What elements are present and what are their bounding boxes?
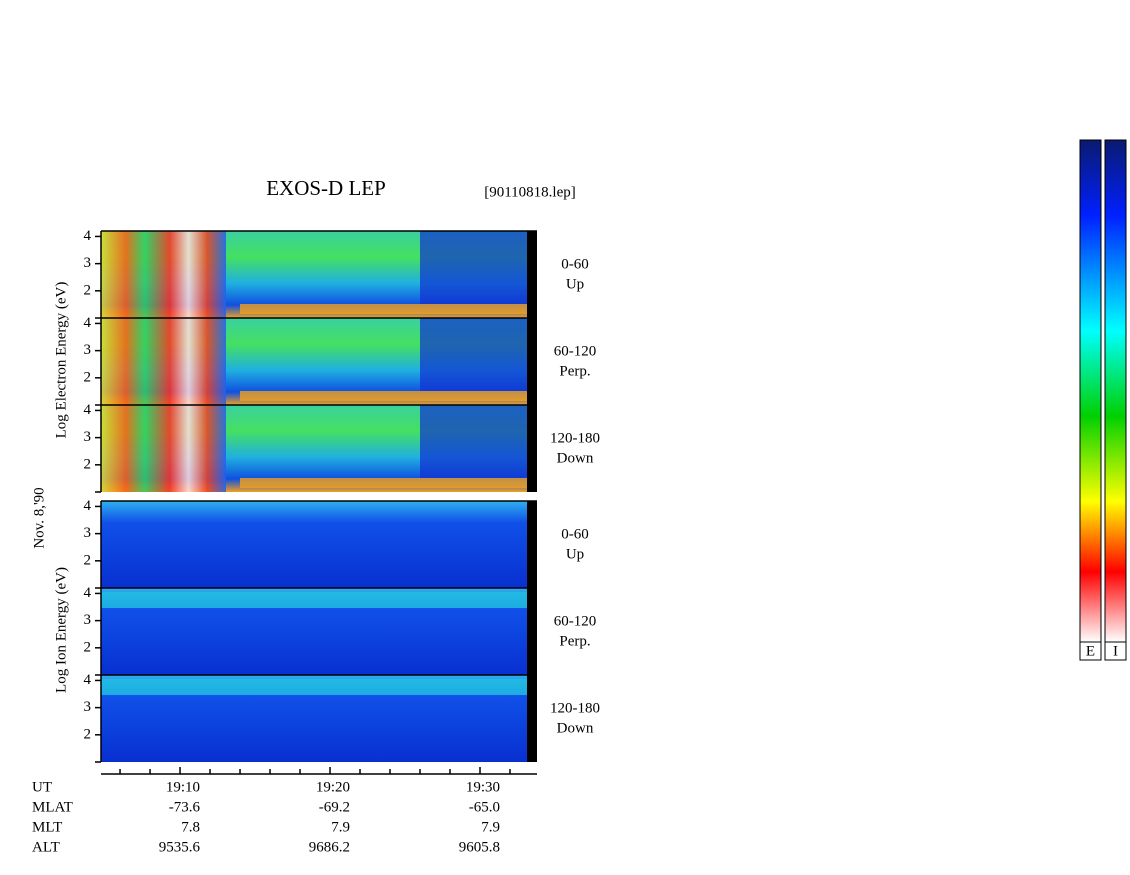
pitch-range: 60-120 (554, 343, 597, 359)
spectrogram (420, 318, 527, 391)
spectrogram (101, 231, 226, 318)
spectrogram (420, 405, 527, 478)
ephemeris-label: MLAT (32, 799, 73, 815)
y-tick-label: 4 (84, 672, 92, 688)
y-tick-label: 4 (84, 228, 92, 244)
pitch-range: 0-60 (561, 526, 589, 542)
y-tick-label: 2 (84, 456, 92, 472)
pitch-direction: Up (566, 276, 584, 292)
ephemeris-label: MLT (32, 819, 62, 835)
x-tick-label: 19:30 (466, 779, 500, 795)
ephemeris-value: -73.6 (169, 799, 201, 815)
pitch-direction: Perp. (559, 633, 590, 649)
y-tick-label: 3 (84, 525, 92, 541)
spectrogram (101, 501, 527, 588)
ephemeris-value: 9686.2 (309, 839, 350, 855)
spectrogram (420, 231, 527, 304)
x-tick-label: 19:20 (316, 779, 350, 795)
data-gap (527, 675, 537, 762)
spectrogram (240, 304, 527, 314)
data-gap (527, 318, 537, 405)
colorbar (1104, 139, 1127, 643)
ephemeris-value: 7.9 (481, 819, 500, 835)
ephemeris-label: ALT (32, 839, 60, 855)
y-tick-label: 4 (84, 402, 92, 418)
ephemeris-value: 9535.6 (159, 839, 201, 855)
pitch-direction: Down (557, 450, 594, 466)
x-tick-label: 19:10 (166, 779, 200, 795)
pitch-range: 60-120 (554, 613, 597, 629)
pitch-range: 0-60 (561, 256, 589, 272)
y-tick-label: 2 (84, 369, 92, 385)
data-gap (527, 501, 537, 588)
spectrogram (101, 592, 527, 608)
pitch-direction: Down (557, 720, 594, 736)
y-tick-label: 3 (84, 699, 92, 715)
pitch-range: 120-180 (550, 700, 600, 716)
y-tick-label: 2 (84, 726, 92, 742)
ephemeris-label: UT (32, 779, 52, 795)
spectrogram (240, 391, 527, 401)
pitch-direction: Perp. (559, 363, 590, 379)
colorbar-label: E (1086, 643, 1095, 659)
colorbar-label-box (1104, 641, 1127, 661)
colorbar (1079, 139, 1102, 643)
colorbar-label-box (1079, 641, 1102, 661)
y-tick-label: 4 (84, 498, 92, 514)
ephemeris-value: -69.2 (319, 799, 350, 815)
y-axis-label: Log Ion Energy (eV) (53, 567, 69, 693)
ephemeris-value: -65.0 (469, 799, 500, 815)
y-axis-label: Log Electron Energy (eV) (53, 282, 69, 439)
data-gap (527, 405, 537, 492)
data-gap (527, 231, 537, 318)
spectrogram (101, 679, 527, 695)
y-tick-label: 2 (84, 639, 92, 655)
y-tick-label: 4 (84, 585, 92, 601)
y-tick-label: 3 (84, 342, 92, 358)
colorbar-label: I (1113, 643, 1118, 659)
file-name: [90110818.lep] (484, 184, 576, 200)
spectrogram (101, 318, 226, 405)
y-tick-label: 3 (84, 255, 92, 271)
ephemeris-value: 9605.8 (459, 839, 500, 855)
ephemeris-value: 7.9 (331, 819, 350, 835)
data-gap (527, 588, 537, 675)
ephemeris-value: 7.8 (181, 819, 200, 835)
pitch-range: 120-180 (550, 430, 600, 446)
y-tick-label: 4 (84, 315, 92, 331)
y-tick-label: 2 (84, 282, 92, 298)
y-tick-label: 3 (84, 612, 92, 628)
pitch-direction: Up (566, 546, 584, 562)
y-tick-label: 2 (84, 552, 92, 568)
y-tick-label: 3 (84, 429, 92, 445)
spectrogram (240, 478, 527, 488)
spectrogram (101, 405, 226, 492)
title: EXOS-D LEP (266, 176, 386, 200)
date: Nov. 8,'90 (31, 487, 47, 548)
